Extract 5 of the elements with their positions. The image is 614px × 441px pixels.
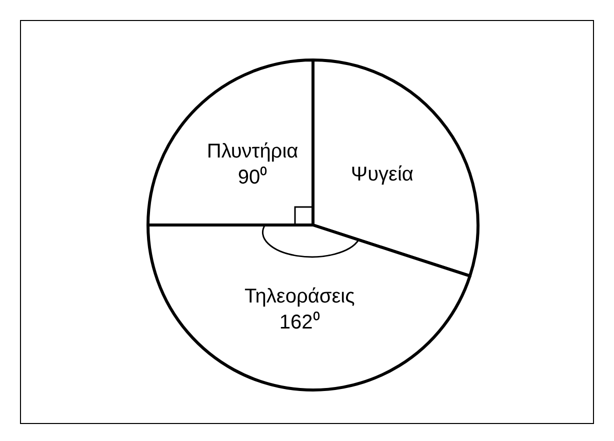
data-label: 90⁰	[238, 166, 268, 189]
slice-label: Ψυγεία	[350, 164, 414, 186]
slice-label: Τηλεοράσεις	[244, 285, 356, 308]
data-label: 162⁰	[279, 310, 320, 334]
slice-label: Πλυντήρια	[206, 140, 298, 163]
